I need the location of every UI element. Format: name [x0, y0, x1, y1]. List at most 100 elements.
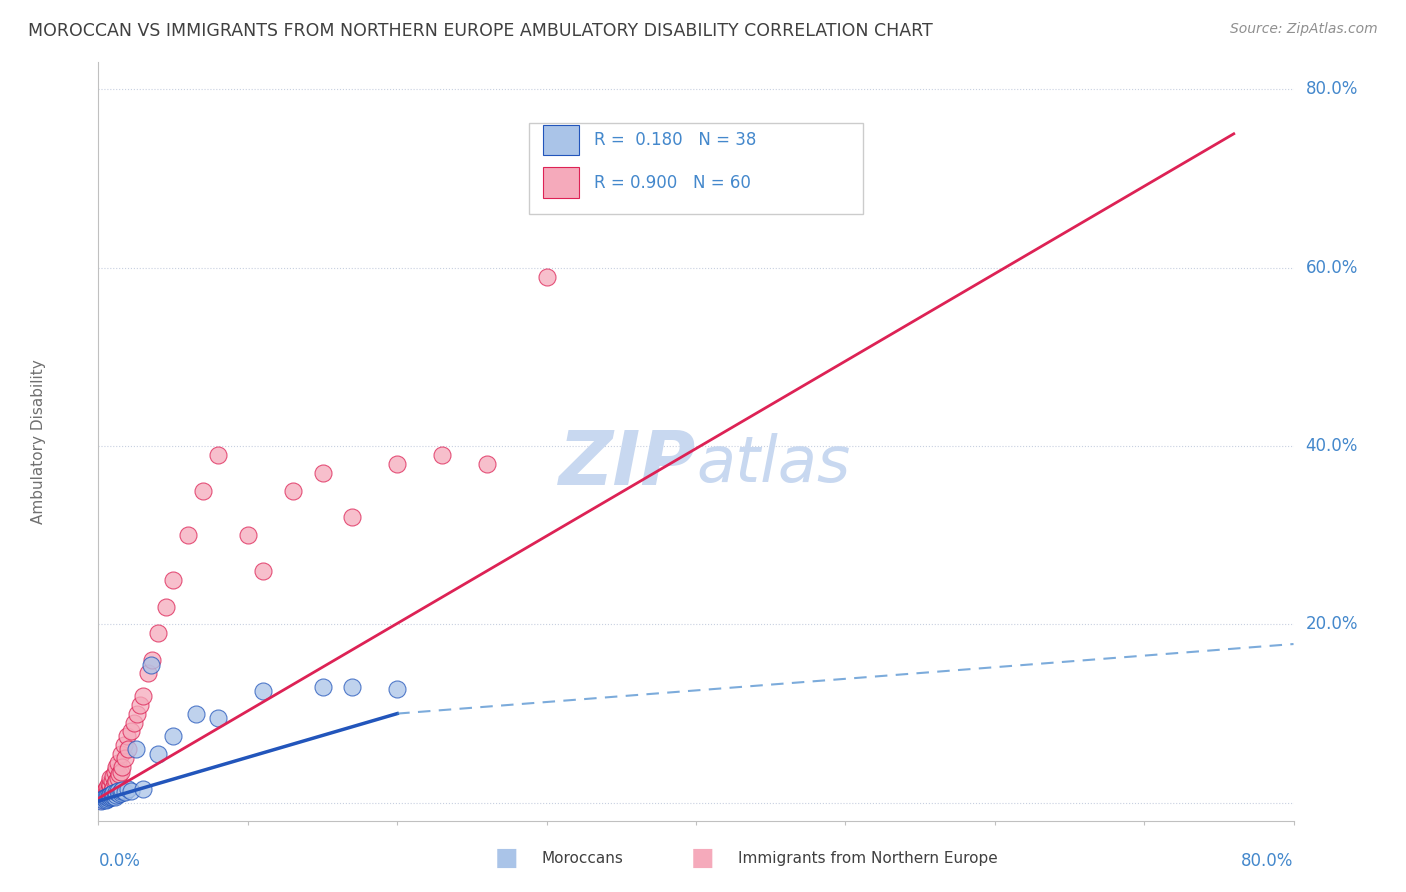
Point	[98, 771, 122, 785]
Point	[110, 784, 132, 798]
Text: 20.0%: 20.0%	[1306, 615, 1358, 633]
Point	[114, 785, 136, 799]
Point	[124, 715, 146, 730]
Point	[112, 738, 135, 752]
Point	[610, 136, 633, 150]
Point	[93, 791, 115, 805]
Point	[94, 790, 117, 805]
Point	[311, 680, 333, 694]
Point	[97, 788, 120, 802]
Point	[107, 771, 129, 785]
Point	[101, 783, 124, 797]
Point	[97, 781, 120, 796]
Text: R = 0.900   N = 60: R = 0.900 N = 60	[595, 174, 751, 192]
Point	[104, 764, 127, 779]
Point	[108, 767, 131, 781]
Point	[91, 792, 114, 806]
Point	[104, 789, 127, 804]
Text: ■: ■	[495, 847, 517, 870]
FancyBboxPatch shape	[543, 168, 579, 198]
Point	[103, 780, 125, 795]
Point	[98, 786, 122, 800]
Point	[107, 756, 129, 770]
Point	[207, 711, 229, 725]
Point	[91, 789, 114, 804]
Point	[148, 747, 170, 761]
Point	[120, 784, 142, 798]
FancyBboxPatch shape	[543, 125, 579, 155]
Point	[430, 448, 453, 462]
Text: 40.0%: 40.0%	[1306, 437, 1358, 455]
FancyBboxPatch shape	[529, 123, 863, 214]
Point	[101, 773, 124, 788]
Point	[93, 791, 115, 805]
Text: ZIP: ZIP	[558, 428, 696, 500]
Point	[117, 742, 139, 756]
Point	[103, 769, 125, 783]
Text: 80.0%: 80.0%	[1306, 80, 1358, 98]
Point	[93, 785, 115, 799]
Point	[120, 724, 142, 739]
Point	[110, 764, 132, 779]
Point	[110, 786, 132, 800]
Point	[94, 782, 117, 797]
Point	[132, 689, 155, 703]
Point	[96, 792, 118, 806]
Point	[90, 793, 112, 807]
Point	[117, 782, 139, 797]
Point	[342, 510, 364, 524]
Point	[114, 751, 136, 765]
Text: Ambulatory Disability: Ambulatory Disability	[31, 359, 46, 524]
Point	[103, 786, 125, 800]
Point	[139, 657, 162, 672]
Point	[162, 573, 184, 587]
Point	[98, 790, 122, 805]
Text: ■: ■	[692, 847, 714, 870]
Point	[96, 789, 118, 804]
Text: Moroccans: Moroccans	[541, 851, 623, 865]
Point	[125, 742, 148, 756]
Point	[252, 564, 274, 578]
Point	[96, 784, 118, 798]
Text: 0.0%: 0.0%	[98, 852, 141, 870]
Point	[191, 483, 214, 498]
Point	[136, 666, 159, 681]
Point	[103, 789, 125, 803]
Point	[385, 457, 409, 471]
Point	[104, 776, 127, 790]
Point	[101, 789, 124, 804]
Point	[105, 785, 128, 799]
Point	[342, 680, 364, 694]
Point	[94, 790, 117, 805]
Point	[97, 789, 120, 803]
Point	[90, 791, 112, 805]
Point	[132, 781, 155, 796]
Point	[101, 787, 124, 801]
Point	[94, 793, 117, 807]
Point	[111, 783, 134, 797]
Point	[98, 788, 122, 802]
Point	[105, 773, 128, 788]
Point	[91, 792, 114, 806]
Point	[311, 466, 333, 480]
Text: Immigrants from Northern Europe: Immigrants from Northern Europe	[738, 851, 998, 865]
Point	[385, 681, 409, 696]
Point	[127, 706, 149, 721]
Point	[94, 787, 117, 801]
Text: 60.0%: 60.0%	[1306, 259, 1358, 277]
Point	[107, 784, 129, 798]
Point	[207, 448, 229, 462]
Point	[91, 793, 114, 807]
Text: atlas: atlas	[696, 434, 851, 495]
Text: 80.0%: 80.0%	[1241, 852, 1294, 870]
Point	[475, 457, 498, 471]
Point	[96, 780, 118, 794]
Text: Source: ZipAtlas.com: Source: ZipAtlas.com	[1230, 22, 1378, 37]
Point	[115, 729, 138, 743]
Point	[105, 788, 128, 802]
Point	[110, 747, 132, 761]
Point	[236, 528, 259, 542]
Point	[98, 778, 122, 792]
Point	[148, 626, 170, 640]
Point	[129, 698, 152, 712]
